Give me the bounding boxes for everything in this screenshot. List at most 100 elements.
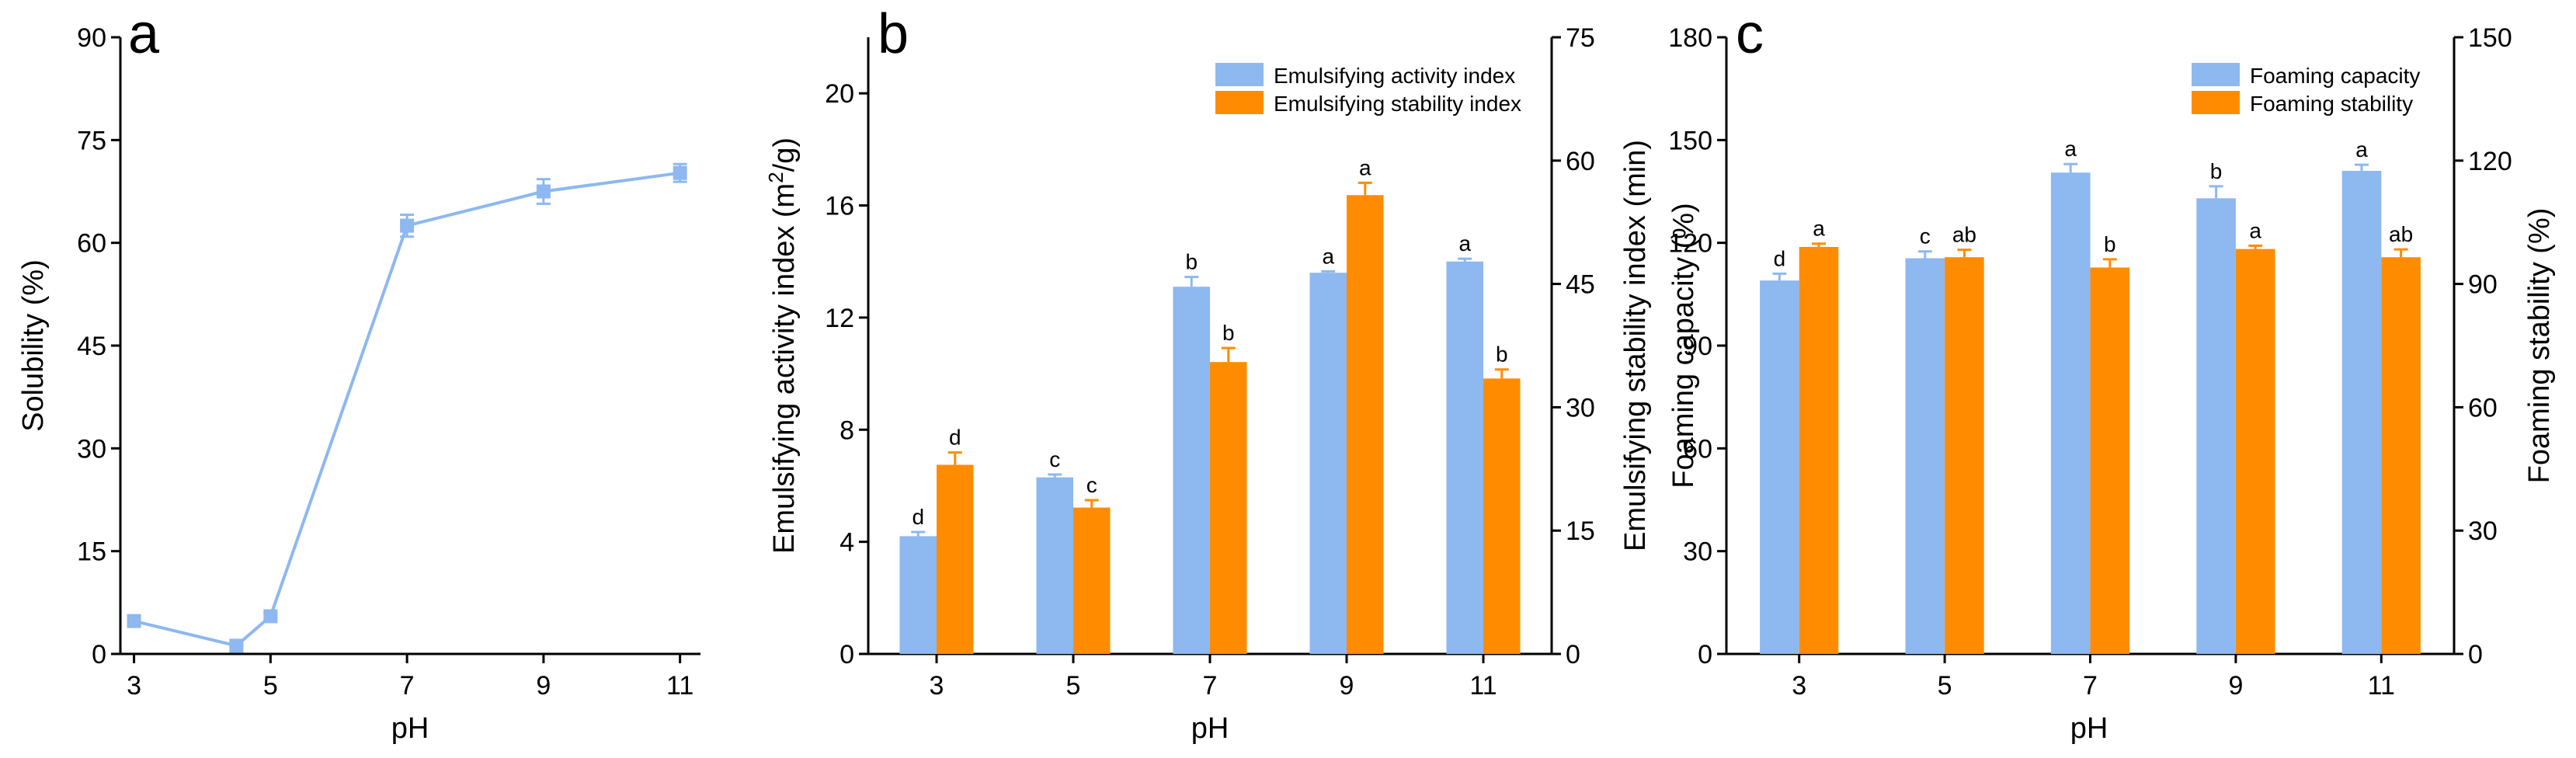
panel-b-letter: b [878, 3, 909, 65]
bar-blue [1036, 477, 1073, 654]
bar-orange [2235, 249, 2275, 654]
ylabel-left-superscript: 2 [764, 172, 787, 183]
significance-letter: a [1813, 217, 1825, 241]
significance-letter: a [2064, 137, 2077, 161]
legend-swatch-fc [2192, 63, 2240, 86]
y-tick-label: 75 [77, 126, 106, 155]
panel-a-xlabel: pH [391, 712, 429, 745]
significance-letter: a [1458, 231, 1471, 256]
significance-letter: c [1049, 447, 1060, 471]
y-tick-label: 120 [2468, 147, 2512, 176]
significance-letter: d [912, 505, 924, 529]
bar-blue [2196, 198, 2236, 655]
panel-c-ylabel-right: Foaming stability (%) [2523, 208, 2556, 484]
y-tick-label: 12 [825, 304, 854, 333]
panel-b-xlabel: pH [1191, 712, 1229, 745]
panel-b-ylabel-right: Emulsifying stability index (min) [1619, 140, 1652, 551]
legend-label-fs: Foaming stability [2250, 92, 2413, 116]
y-tick-label: 90 [1683, 332, 1712, 361]
y-tick-label: 30 [2468, 516, 2498, 546]
legend-label-eai: Emulsifying activity index [1274, 64, 1515, 88]
data-point [263, 609, 278, 624]
y-tick-label: 60 [1683, 434, 1712, 464]
y-tick-label: 90 [77, 23, 106, 53]
x-tick-label: 3 [1792, 671, 1806, 701]
legend-label-esi: Emulsifying stability index [1274, 92, 1521, 116]
bar-orange [1483, 378, 1521, 654]
y-tick-label: 0 [92, 640, 106, 669]
significance-letter: ab [2389, 222, 2413, 246]
y-tick-label: 0 [1698, 640, 1712, 669]
panel-b-ylabel-left: Emulsifying activity index (m2/g) [764, 137, 801, 554]
legend-swatch-fs [2192, 91, 2240, 114]
y-tick-label: 120 [1668, 229, 1712, 259]
y-tick-label: 20 [825, 79, 854, 109]
y-tick-label: 30 [1566, 393, 1595, 422]
ylabel-left-unit: /g) [768, 137, 801, 172]
x-tick-label: 3 [127, 671, 141, 701]
x-tick-label: 7 [2083, 671, 2098, 701]
significance-letter: a [1359, 155, 1371, 179]
bar-blue [1173, 287, 1210, 654]
significance-letter: c [1086, 473, 1097, 497]
solubility-line [134, 171, 680, 648]
significance-letter: ab [1952, 223, 1976, 247]
data-point [400, 218, 415, 233]
data-point [127, 614, 141, 628]
bar-orange [1210, 362, 1247, 654]
y-tick-label: 30 [1683, 537, 1712, 567]
x-tick-label: 5 [1066, 671, 1081, 701]
panel-a-ylabel: Solubility (%) [17, 259, 50, 432]
bar-blue [1446, 261, 1483, 654]
x-tick-label: 11 [666, 671, 694, 701]
y-tick-label: 8 [840, 416, 854, 445]
y-tick-label: 15 [77, 537, 106, 567]
x-tick-label: 7 [400, 671, 415, 701]
data-point [229, 638, 244, 653]
significance-letter: a [1322, 244, 1334, 268]
bar-orange [1073, 507, 1111, 654]
panel-c-xlabel: pH [2070, 712, 2108, 745]
bar-orange [937, 464, 974, 654]
significance-letter: c [1920, 224, 1931, 249]
data-point [673, 165, 687, 180]
bar-blue [2050, 172, 2091, 654]
legend-swatch-eai [1215, 63, 1264, 86]
y-tick-label: 60 [1566, 147, 1595, 176]
significance-letter: b [1496, 342, 1508, 367]
x-tick-label: 9 [536, 671, 551, 701]
significance-letter: b [2104, 232, 2116, 256]
x-tick-label: 11 [2368, 671, 2395, 701]
significance-letter: b [2210, 159, 2223, 183]
bar-orange [2381, 257, 2421, 654]
ylabel-left-text: Emulsifying activity index (m [768, 183, 801, 554]
bar-blue [2341, 171, 2382, 655]
bar-orange [1945, 257, 1984, 654]
panel-a-solubility-chart: a 0 15 30 45 60 75 90 3 5 7 9 11 Solubility (%) pH [17, 3, 700, 745]
y-tick-label: 45 [1566, 270, 1595, 300]
panel-c-letter: c [1736, 3, 1764, 65]
significance-letter: a [2355, 137, 2368, 162]
significance-letter: d [1774, 246, 1786, 270]
x-tick-label: 11 [1469, 671, 1497, 701]
bar-blue [899, 536, 937, 654]
significance-letter: d [949, 426, 961, 450]
bar-orange [1799, 246, 1839, 655]
bar-blue [1309, 273, 1347, 654]
x-tick-label: 9 [2228, 671, 2243, 701]
x-tick-label: 5 [1938, 671, 1952, 701]
y-tick-label: 0 [840, 640, 854, 669]
x-tick-label: 5 [263, 671, 278, 701]
y-tick-label: 150 [1668, 126, 1712, 155]
y-tick-label: 0 [1566, 640, 1580, 669]
bar-orange [1347, 195, 1384, 654]
y-tick-label: 150 [2468, 23, 2512, 53]
x-tick-label: 7 [1203, 671, 1218, 701]
significance-letter: b [1222, 321, 1235, 345]
y-tick-label: 60 [2468, 393, 2498, 422]
significance-letter: a [2249, 218, 2261, 242]
y-tick-label: 0 [2468, 640, 2483, 669]
legend-label-fc: Foaming capacity [2250, 64, 2420, 88]
